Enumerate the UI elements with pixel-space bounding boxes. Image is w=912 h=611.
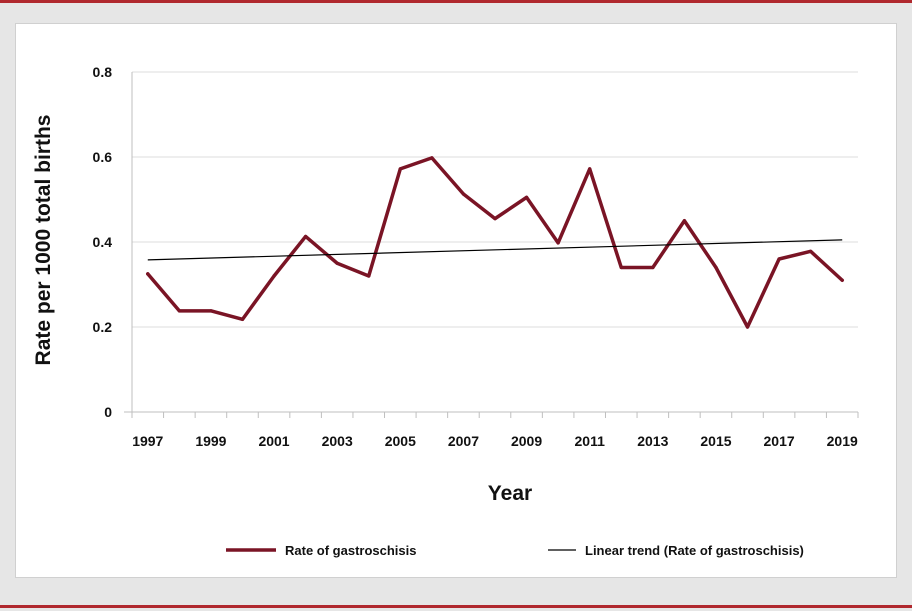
x-tick-label: 2019 (827, 433, 858, 449)
series-group (146, 156, 844, 329)
x-tick-label: 1997 (132, 433, 163, 449)
chart-panel (15, 23, 897, 578)
data-point (840, 278, 844, 282)
data-point (619, 265, 623, 270)
bottom-accent-rule (0, 605, 912, 608)
x-tick-label: 2003 (322, 433, 353, 449)
top-accent-rule (0, 0, 912, 3)
data-point (304, 234, 308, 239)
y-axis-title: Rate per 1000 total births (32, 115, 55, 366)
data-point (809, 249, 813, 253)
x-tick-label: 2005 (385, 433, 416, 449)
y-tick-label: 0.4 (93, 234, 113, 250)
x-tick-label: 2001 (258, 433, 289, 449)
data-point (461, 192, 466, 196)
data-point (651, 265, 655, 270)
x-tick-label: 2013 (637, 433, 668, 449)
data-point (682, 219, 686, 223)
data-point (398, 167, 402, 171)
data-point (777, 257, 781, 261)
data-point (367, 274, 371, 278)
data-point (588, 167, 592, 171)
y-tick-label: 0.8 (93, 64, 113, 80)
x-tick-labels: 1997 1999 2001 2003 2005 2007 2009 2011 2013 2015… (132, 433, 858, 449)
data-point (556, 241, 560, 245)
x-tick-label: 2017 (764, 433, 795, 449)
x-tick-label: 2011 (575, 433, 606, 449)
legend-label-trend: Linear trend (Rate of gastroschisis) (585, 543, 804, 558)
y-tick-label: 0.2 (93, 319, 113, 335)
data-point (335, 261, 339, 265)
x-tick-label: 2007 (448, 433, 479, 449)
axes (124, 72, 859, 418)
data-point (272, 274, 276, 278)
x-axis-title: Year (488, 482, 532, 505)
y-tick-labels: 0 0.2 0.4 0.6 0.8 (93, 64, 113, 420)
data-point (146, 272, 150, 276)
legend: Rate of gastroschisis Linear trend (Rate… (226, 543, 804, 558)
legend-label-rate: Rate of gastroschisis (285, 543, 417, 558)
data-point (493, 217, 497, 221)
data-point (524, 195, 529, 199)
data-point (714, 265, 718, 270)
data-point (745, 325, 750, 329)
y-tick-label: 0.6 (93, 149, 113, 165)
y-tick-label: 0 (104, 404, 112, 420)
data-point (177, 309, 181, 313)
gridlines (132, 71, 858, 328)
data-point (240, 317, 245, 321)
series-line-linear-trend (147, 239, 843, 261)
data-point (430, 156, 434, 160)
x-tick-label: 2015 (700, 433, 731, 449)
x-tick-label: 2009 (511, 433, 542, 449)
x-tick-label: 1999 (195, 433, 226, 449)
data-point (209, 309, 213, 313)
